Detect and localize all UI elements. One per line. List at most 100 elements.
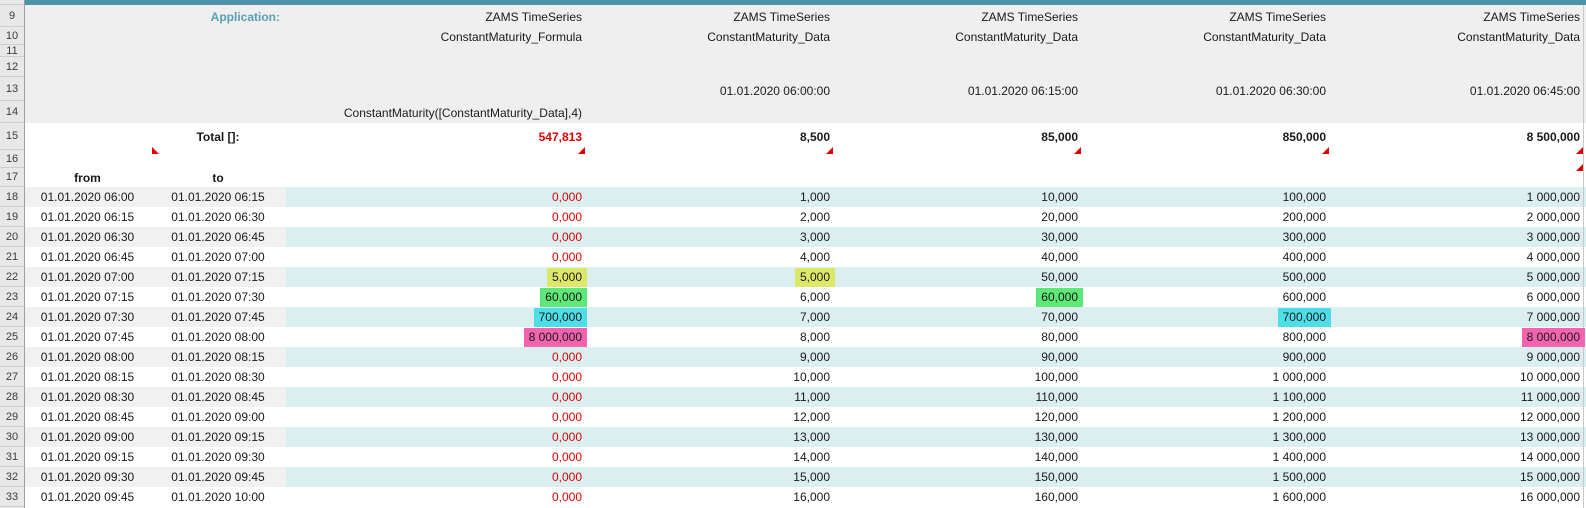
totals-value[interactable]: 547,813	[538, 130, 582, 144]
column-header-app-name[interactable]: ZAMS TimeSeries	[733, 10, 830, 24]
row-number-cell[interactable]: 33	[0, 487, 24, 507]
row-number-cell[interactable]: 29	[0, 407, 24, 427]
cell-value[interactable]: 5,000	[286, 267, 588, 287]
cell-value[interactable]: 1 000,000	[1526, 190, 1580, 204]
cell-value[interactable]: 8 000,000	[286, 327, 588, 347]
cell-value[interactable]: 0,000	[551, 470, 582, 484]
cell-value[interactable]: 0,000	[551, 390, 582, 404]
row-number-cell[interactable]: 19	[0, 207, 24, 227]
cell-value[interactable]: 20,000	[1041, 210, 1078, 224]
cell-value[interactable]: 5 000,000	[1526, 270, 1580, 284]
column-header-timestamp[interactable]: 01.01.2020 06:00:00	[719, 84, 830, 98]
cell-value[interactable]: 90,000	[1041, 350, 1078, 364]
cell-value[interactable]: 1 500,000	[1272, 470, 1326, 484]
cell-value[interactable]: 0,000	[551, 230, 582, 244]
cell-value[interactable]: 100,000	[1034, 370, 1078, 384]
cell-from[interactable]: 01.01.2020 07:45	[40, 330, 135, 344]
row-number-cell[interactable]: 16	[0, 150, 24, 168]
cell-value[interactable]: 0,000	[551, 490, 582, 504]
cell-to[interactable]: 01.01.2020 07:30	[171, 290, 265, 304]
cell-value[interactable]: 0,000	[551, 430, 582, 444]
cell-value[interactable]: 60,000	[286, 287, 588, 307]
cell-value[interactable]: 11 000,000	[1520, 390, 1580, 404]
row-number-cell[interactable]: 20	[0, 227, 24, 247]
column-header-series-name[interactable]: ConstantMaturity_Data	[1203, 30, 1326, 44]
cell-value[interactable]: 1 400,000	[1272, 450, 1326, 464]
cell-value[interactable]: 80,000	[1041, 330, 1078, 344]
cell-to[interactable]: 01.01.2020 09:15	[171, 430, 265, 444]
cell-value[interactable]: 50,000	[1041, 270, 1078, 284]
row-number-cell[interactable]: 22	[0, 267, 24, 287]
cell-from[interactable]: 01.01.2020 06:00	[40, 190, 135, 204]
row-number-cell[interactable]: 28	[0, 387, 24, 407]
cell-value[interactable]: 0,000	[551, 190, 582, 204]
totals-value[interactable]: 8 500,000	[1526, 130, 1580, 144]
cell-value[interactable]: 12,000	[793, 410, 830, 424]
cell-value[interactable]: 14,000	[793, 450, 830, 464]
totals-value[interactable]: 850,000	[1282, 130, 1326, 144]
cell-value[interactable]: 900,000	[1282, 350, 1326, 364]
row-number-cell[interactable]: 13	[0, 77, 24, 101]
cell-value[interactable]: 6,000	[799, 290, 830, 304]
cell-value[interactable]: 500,000	[1282, 270, 1326, 284]
cell-value[interactable]: 13 000,000	[1519, 430, 1580, 444]
cell-to[interactable]: 01.01.2020 07:45	[171, 310, 265, 324]
cell-from[interactable]: 01.01.2020 09:30	[40, 470, 135, 484]
cell-from[interactable]: 01.01.2020 06:30	[40, 230, 135, 244]
cell-value[interactable]: 1 600,000	[1272, 490, 1326, 504]
cell-value[interactable]: 10,000	[793, 370, 830, 384]
cell-to[interactable]: 01.01.2020 07:00	[171, 250, 265, 264]
row-number-cell[interactable]: 24	[0, 307, 24, 327]
from-header[interactable]: from	[74, 171, 101, 185]
cell-value[interactable]: 13,000	[793, 430, 830, 444]
cell-value[interactable]: 30,000	[1041, 230, 1078, 244]
column-header-app-name[interactable]: ZAMS TimeSeries	[485, 10, 582, 24]
column-header-series-name[interactable]: ConstantMaturity_Formula	[440, 30, 582, 44]
cell-value[interactable]: 160,000	[1034, 490, 1078, 504]
cell-from[interactable]: 01.01.2020 06:15	[40, 210, 135, 224]
cell-value[interactable]: 0,000	[551, 370, 582, 384]
cell-value[interactable]: 600,000	[1282, 290, 1326, 304]
cell-from[interactable]: 01.01.2020 09:15	[40, 450, 135, 464]
cell-from[interactable]: 01.01.2020 08:45	[40, 410, 135, 424]
cell-value[interactable]: 0,000	[551, 450, 582, 464]
cell-value[interactable]: 11,000	[794, 390, 830, 404]
totals-label[interactable]: Total []:	[196, 130, 240, 144]
row-number-cell[interactable]: 25	[0, 327, 24, 347]
cell-value[interactable]: 7 000,000	[1526, 310, 1580, 324]
cell-value[interactable]: 1 000,000	[1272, 370, 1326, 384]
cell-from[interactable]: 01.01.2020 07:30	[40, 310, 135, 324]
cell-to[interactable]: 01.01.2020 09:00	[171, 410, 265, 424]
cell-from[interactable]: 01.01.2020 08:15	[40, 370, 135, 384]
cell-value[interactable]: 1,000	[799, 190, 830, 204]
cell-value[interactable]: 1 200,000	[1272, 410, 1326, 424]
totals-value[interactable]: 8,500	[799, 130, 830, 144]
cell-from[interactable]: 01.01.2020 06:45	[40, 250, 135, 264]
row-number-cell[interactable]: 12	[0, 57, 24, 77]
cell-value[interactable]: 3,000	[799, 230, 830, 244]
cell-value[interactable]: 700,000	[1084, 307, 1332, 327]
cell-to[interactable]: 01.01.2020 10:00	[171, 490, 265, 504]
cell-value[interactable]: 140,000	[1034, 450, 1078, 464]
column-header-app-name[interactable]: ZAMS TimeSeries	[1483, 10, 1580, 24]
cell-value[interactable]: 110,000	[1035, 390, 1079, 404]
cell-to[interactable]: 01.01.2020 06:15	[171, 190, 265, 204]
cell-value[interactable]: 6 000,000	[1526, 290, 1580, 304]
column-header-timestamp[interactable]: 01.01.2020 06:45:00	[1469, 84, 1580, 98]
cell-from[interactable]: 01.01.2020 07:00	[40, 270, 135, 284]
cell-value[interactable]: 2,000	[799, 210, 830, 224]
cell-to[interactable]: 01.01.2020 06:30	[171, 210, 265, 224]
cell-value[interactable]: 700,000	[286, 307, 588, 327]
column-header-series-name[interactable]: ConstantMaturity_Data	[1457, 30, 1580, 44]
row-number-cell[interactable]: 26	[0, 347, 24, 367]
cell-value[interactable]: 1 100,000	[1272, 390, 1326, 404]
column-header-timestamp[interactable]: 01.01.2020 06:30:00	[1215, 84, 1326, 98]
column-header-app-name[interactable]: ZAMS TimeSeries	[1229, 10, 1326, 24]
cell-value[interactable]: 12 000,000	[1519, 410, 1580, 424]
row-number-cell[interactable]: 31	[0, 447, 24, 467]
cell-value[interactable]: 0,000	[551, 350, 582, 364]
row-number-cell[interactable]: 14	[0, 101, 24, 123]
cell-value[interactable]: 130,000	[1034, 430, 1078, 444]
cell-value[interactable]: 4 000,000	[1526, 250, 1580, 264]
cell-value[interactable]: 8 000,000	[1332, 327, 1586, 347]
